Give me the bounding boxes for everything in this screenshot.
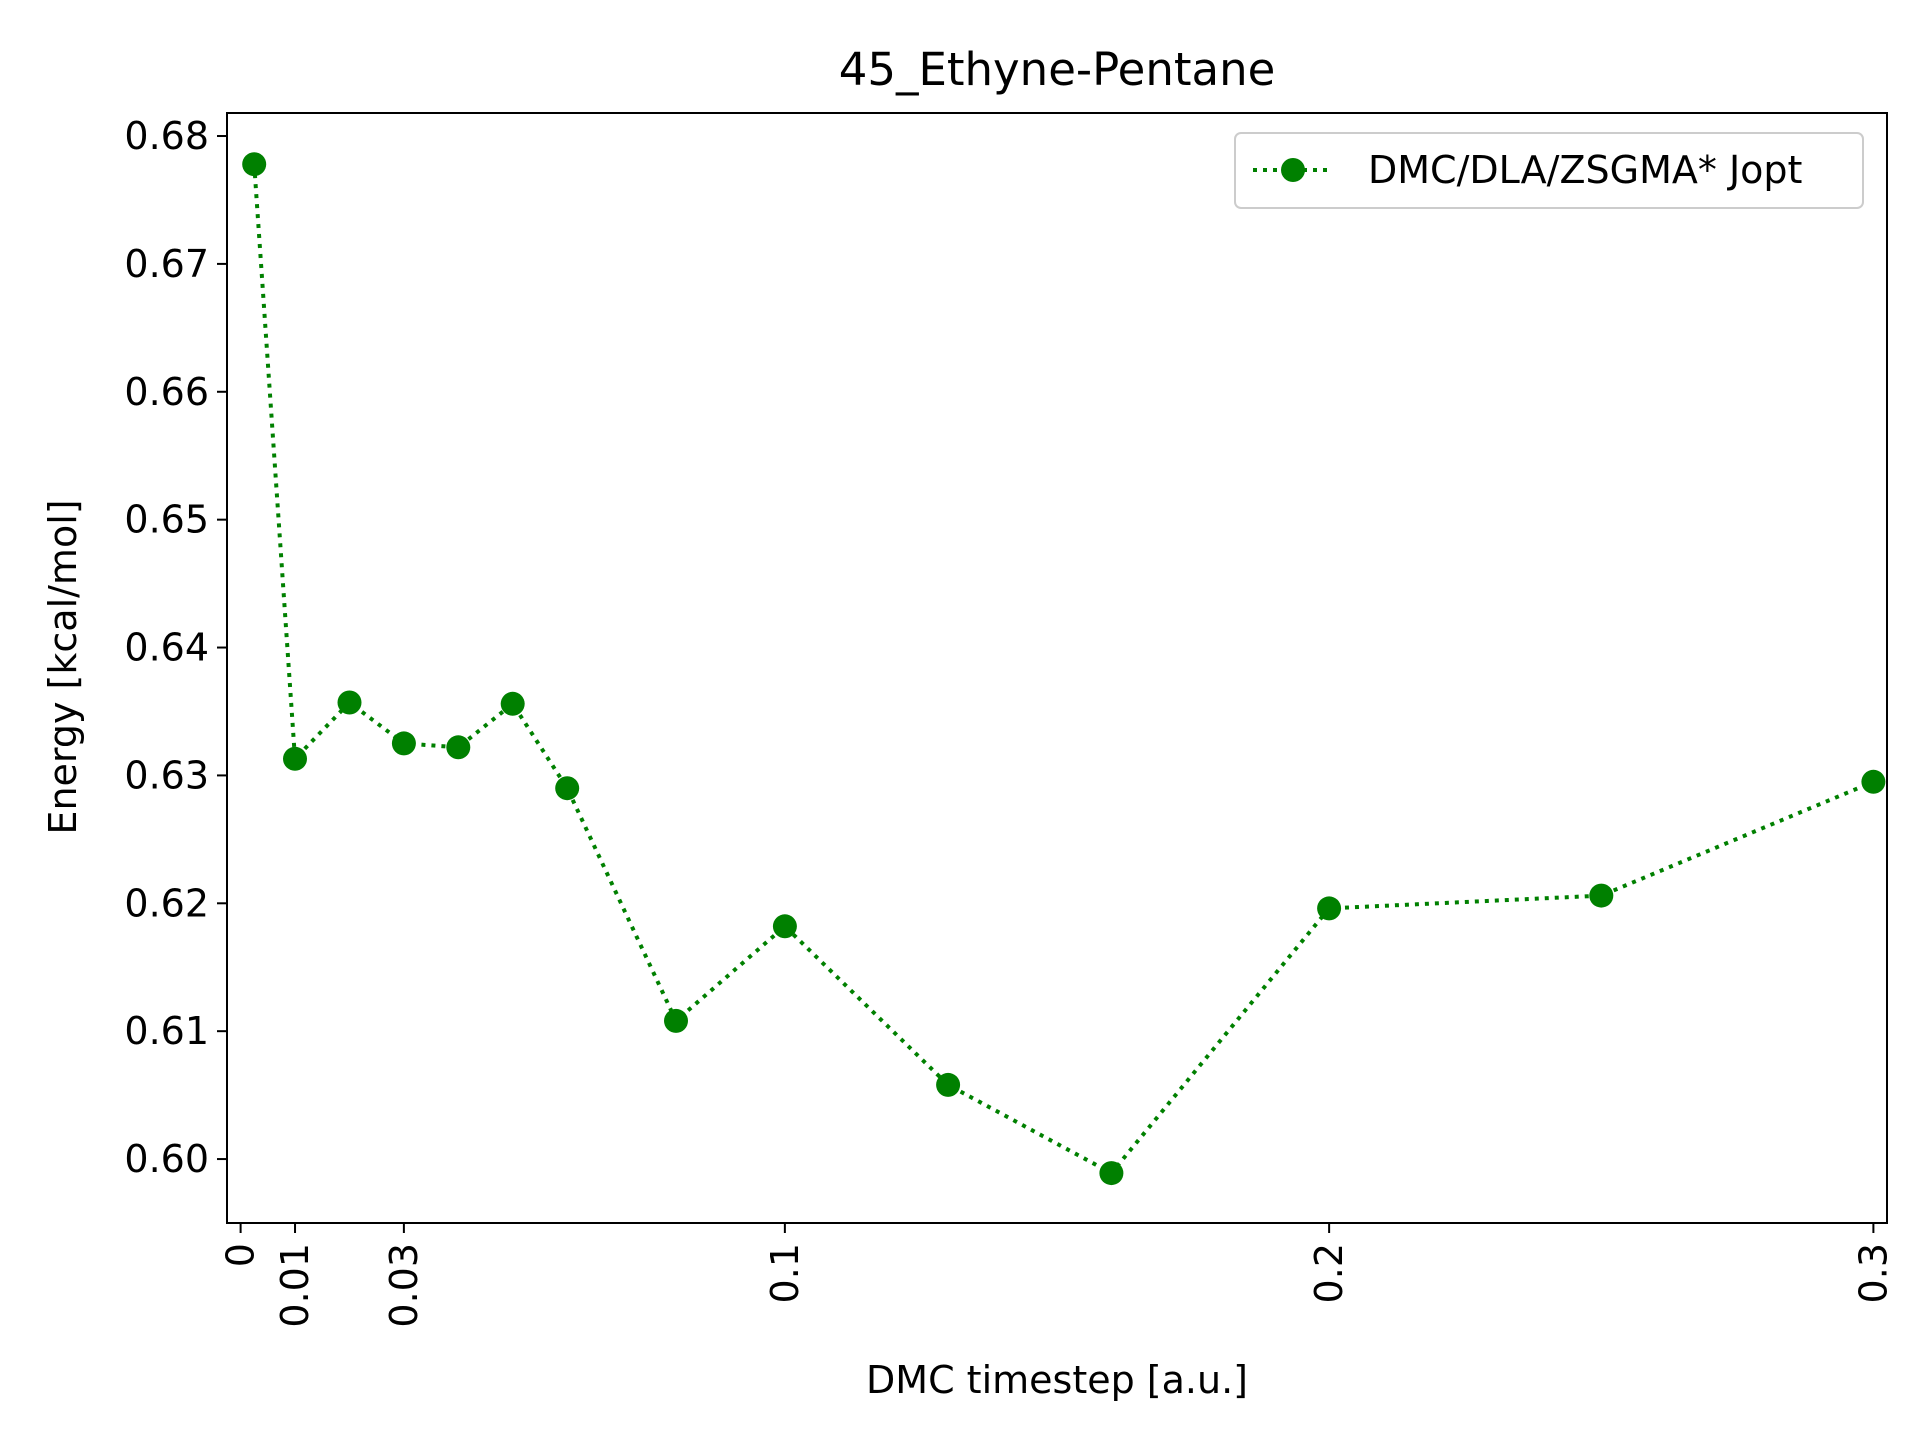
legend-label: DMC/DLA/ZSGMA* Jopt: [1368, 148, 1802, 192]
legend: DMC/DLA/ZSGMA* Jopt: [1234, 132, 1864, 209]
y-tick-label: 0.68: [124, 114, 209, 158]
x-tick-label: 0.1: [763, 1243, 807, 1303]
y-tick-label: 0.61: [124, 1009, 209, 1053]
y-axis-ticks: 0.60 0.61 0.62 0.63 0.64 0.65 0.66 0.67 0.68: [124, 114, 227, 1181]
data-point: [446, 735, 471, 760]
data-point: [664, 1008, 688, 1033]
x-tick-label: 0.3: [1851, 1243, 1895, 1303]
y-tick-label: 0.64: [124, 626, 209, 670]
data-point: [1317, 896, 1342, 921]
x-tick-label: 0.01: [273, 1243, 317, 1328]
legend-box: [1234, 132, 1864, 209]
data-point: [242, 152, 267, 177]
x-tick-label: 0.03: [382, 1243, 426, 1328]
data-point: [772, 914, 797, 939]
series-layer: [242, 152, 1886, 1186]
data-point: [555, 776, 580, 801]
data-point: [500, 691, 525, 716]
plot-frame: [226, 112, 1888, 1224]
x-axis-ticks: 0 0.01 0.03 0.1 0.2 0.3: [219, 1223, 1895, 1328]
x-tick-label: 0: [219, 1243, 263, 1267]
y-tick-label: 0.60: [124, 1137, 209, 1181]
data-point: [391, 731, 416, 756]
data-point: [1589, 883, 1614, 908]
data-point: [283, 746, 307, 771]
y-axis-label: Energy [kcal/mol]: [41, 499, 85, 834]
chart-title: 45_Ethyne-Pentane: [839, 43, 1276, 96]
data-point: [337, 690, 362, 715]
y-tick-label: 0.66: [124, 370, 209, 414]
x-axis-label: DMC timestep [a.u.]: [866, 1358, 1248, 1402]
data-point: [936, 1072, 961, 1097]
data-point: [1861, 769, 1886, 794]
y-tick-label: 0.63: [124, 753, 209, 797]
y-tick-label: 0.65: [124, 498, 209, 542]
x-tick-label: 0.2: [1307, 1243, 1351, 1303]
data-point: [1099, 1161, 1124, 1186]
y-tick-label: 0.67: [124, 242, 209, 286]
legend-marker: [1281, 158, 1305, 182]
y-tick-label: 0.62: [124, 881, 209, 925]
